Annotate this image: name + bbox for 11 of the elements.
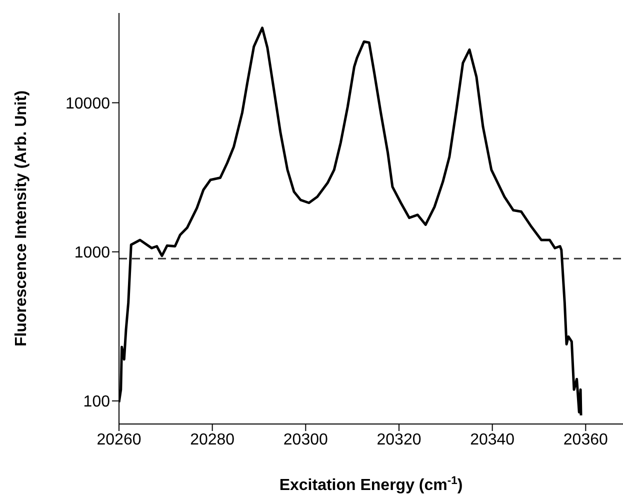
x-tick-label: 20340 xyxy=(470,431,515,448)
y-tick-label: 10000 xyxy=(66,95,110,112)
y-tick-label: 100 xyxy=(83,394,110,411)
x-axis-title: Excitation Energy (cm$^{-1}$) xyxy=(279,475,463,494)
y-tick-label: 1000 xyxy=(74,244,110,262)
x-tick-label: 20280 xyxy=(190,431,235,448)
x-tick-label: 20260 xyxy=(96,431,142,448)
y-axis-title: Fluorescence Intensity (Arb. Unit) xyxy=(13,90,30,347)
x-tick-label: 20300 xyxy=(283,431,328,448)
x-tick-label: 20360 xyxy=(563,431,608,448)
x-tick-label: 20320 xyxy=(376,431,422,448)
